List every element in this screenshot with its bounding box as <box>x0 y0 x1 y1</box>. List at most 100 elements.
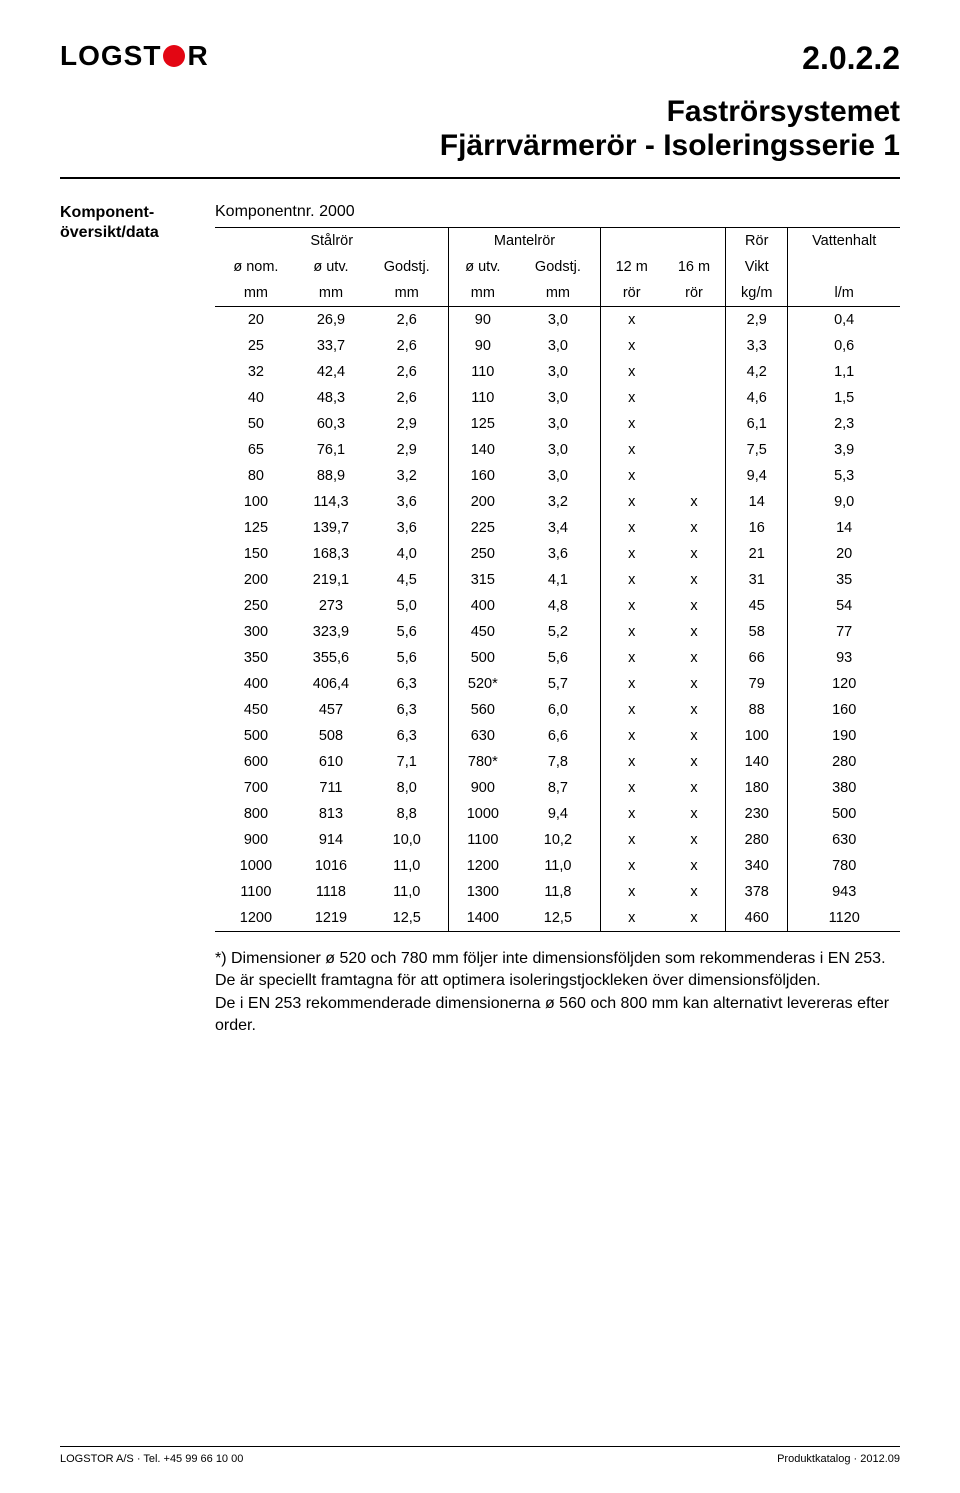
table-row: 1200121912,5140012,5xx4601120 <box>215 905 900 932</box>
table-cell: 2,3 <box>788 411 900 437</box>
table-cell: 813 <box>297 801 365 827</box>
footnote-line: De är speciellt framtagna för att optime… <box>215 970 900 992</box>
table-cell: 88,9 <box>297 463 365 489</box>
table-cell: 140 <box>726 749 788 775</box>
table-cell: 31 <box>726 567 788 593</box>
table-cell: 4,1 <box>516 567 600 593</box>
table-row: 400406,46,3520*5,7xx79120 <box>215 671 900 697</box>
table-row: 300323,95,64505,2xx5877 <box>215 619 900 645</box>
table-cell <box>663 307 726 334</box>
table-cell: 20 <box>215 307 297 334</box>
table-cell: x <box>600 489 663 515</box>
col-header: ø utv. <box>449 254 516 280</box>
table-cell: 93 <box>788 645 900 671</box>
table-cell: 700 <box>215 775 297 801</box>
group-header <box>600 228 726 255</box>
table-cell: x <box>663 515 726 541</box>
table-cell: x <box>600 307 663 334</box>
table-cell: 11,0 <box>365 853 449 879</box>
table-subheader-row-2: mm mm mm mm mm rör rör kg/m l/m <box>215 280 900 307</box>
table-cell <box>663 463 726 489</box>
footnote-line: *) Dimensioner ø 520 och 780 mm följer i… <box>215 948 900 970</box>
table-cell: 26,9 <box>297 307 365 334</box>
table-cell: 66 <box>726 645 788 671</box>
table-cell: 5,6 <box>516 645 600 671</box>
table-cell: 58 <box>726 619 788 645</box>
table-cell: 711 <box>297 775 365 801</box>
table-cell: 21 <box>726 541 788 567</box>
table-cell: 1000 <box>449 801 516 827</box>
table-cell: 450 <box>449 619 516 645</box>
table-cell: 2,9 <box>365 437 449 463</box>
table-cell: 230 <box>726 801 788 827</box>
table-cell: 11,0 <box>516 853 600 879</box>
table-cell: 90 <box>449 307 516 334</box>
col-unit: mm <box>215 280 297 307</box>
table-cell: 110 <box>449 385 516 411</box>
table-cell: 6,3 <box>365 671 449 697</box>
table-cell: x <box>600 645 663 671</box>
table-cell: 3,2 <box>516 489 600 515</box>
col-unit: mm <box>297 280 365 307</box>
left-label-line-2: översikt/data <box>60 223 215 243</box>
left-label: Komponent- översikt/data <box>60 203 215 243</box>
table-cell: 355,6 <box>297 645 365 671</box>
table-cell: 60,3 <box>297 411 365 437</box>
table-head: Stålrör Mantelrör Rör Vattenhalt ø nom. … <box>215 228 900 307</box>
header-row: LOGST R 2.0.2.2 <box>60 40 900 77</box>
table-cell: 520* <box>449 671 516 697</box>
table-cell: 780* <box>449 749 516 775</box>
table-cell: 5,3 <box>788 463 900 489</box>
table-row: 2502735,04004,8xx4554 <box>215 593 900 619</box>
table-row: 6006107,1780*7,8xx140280 <box>215 749 900 775</box>
col-unit: kg/m <box>726 280 788 307</box>
col-unit: l/m <box>788 280 900 307</box>
table-row: 3242,42,61103,0x4,21,1 <box>215 359 900 385</box>
table-cell: x <box>600 437 663 463</box>
col-header: ø nom. <box>215 254 297 280</box>
table-cell: 6,1 <box>726 411 788 437</box>
table-body: 2026,92,6903,0x2,90,42533,72,6903,0x3,30… <box>215 307 900 932</box>
table-subheader-row-1: ø nom. ø utv. Godstj. ø utv. Godstj. 12 … <box>215 254 900 280</box>
table-cell: 4,8 <box>516 593 600 619</box>
table-cell: 3,2 <box>365 463 449 489</box>
table-cell: 4,0 <box>365 541 449 567</box>
table-row: 4048,32,61103,0x4,61,5 <box>215 385 900 411</box>
table-cell: 280 <box>788 749 900 775</box>
footer-left: LOGSTOR A/S · Tel. +45 99 66 10 00 <box>60 1453 243 1465</box>
table-cell: x <box>663 801 726 827</box>
component-subtitle: Komponentnr. 2000 <box>215 203 900 221</box>
table-cell: 250 <box>449 541 516 567</box>
table-cell: 14 <box>788 515 900 541</box>
table-cell: 100 <box>726 723 788 749</box>
col-header: 12 m <box>600 254 663 280</box>
table-cell: 1200 <box>215 905 297 932</box>
table-cell: 25 <box>215 333 297 359</box>
group-header: Vattenhalt <box>788 228 900 255</box>
table-cell: 3,0 <box>516 333 600 359</box>
col-header: Godstj. <box>516 254 600 280</box>
table-cell: 1219 <box>297 905 365 932</box>
table-cell: 140 <box>449 437 516 463</box>
table-cell: 3,0 <box>516 307 600 334</box>
table-row: 2026,92,6903,0x2,90,4 <box>215 307 900 334</box>
col-unit: rör <box>600 280 663 307</box>
footnote: *) Dimensioner ø 520 och 780 mm följer i… <box>215 948 900 1038</box>
table-cell: x <box>600 697 663 723</box>
table-row: 350355,65,65005,6xx6693 <box>215 645 900 671</box>
table-cell: 400 <box>449 593 516 619</box>
table-row: 90091410,0110010,2xx280630 <box>215 827 900 853</box>
table-cell: 9,4 <box>516 801 600 827</box>
table-cell: 340 <box>726 853 788 879</box>
table-cell: 125 <box>215 515 297 541</box>
logo-dot-icon <box>163 45 185 67</box>
table-cell: 3,3 <box>726 333 788 359</box>
table-cell: 76,1 <box>297 437 365 463</box>
col-unit: mm <box>365 280 449 307</box>
table-cell: 9,0 <box>788 489 900 515</box>
table-cell: x <box>600 775 663 801</box>
table-cell: 900 <box>449 775 516 801</box>
table-group-row: Stålrör Mantelrör Rör Vattenhalt <box>215 228 900 255</box>
table-cell: 7,5 <box>726 437 788 463</box>
table-cell: 20 <box>788 541 900 567</box>
